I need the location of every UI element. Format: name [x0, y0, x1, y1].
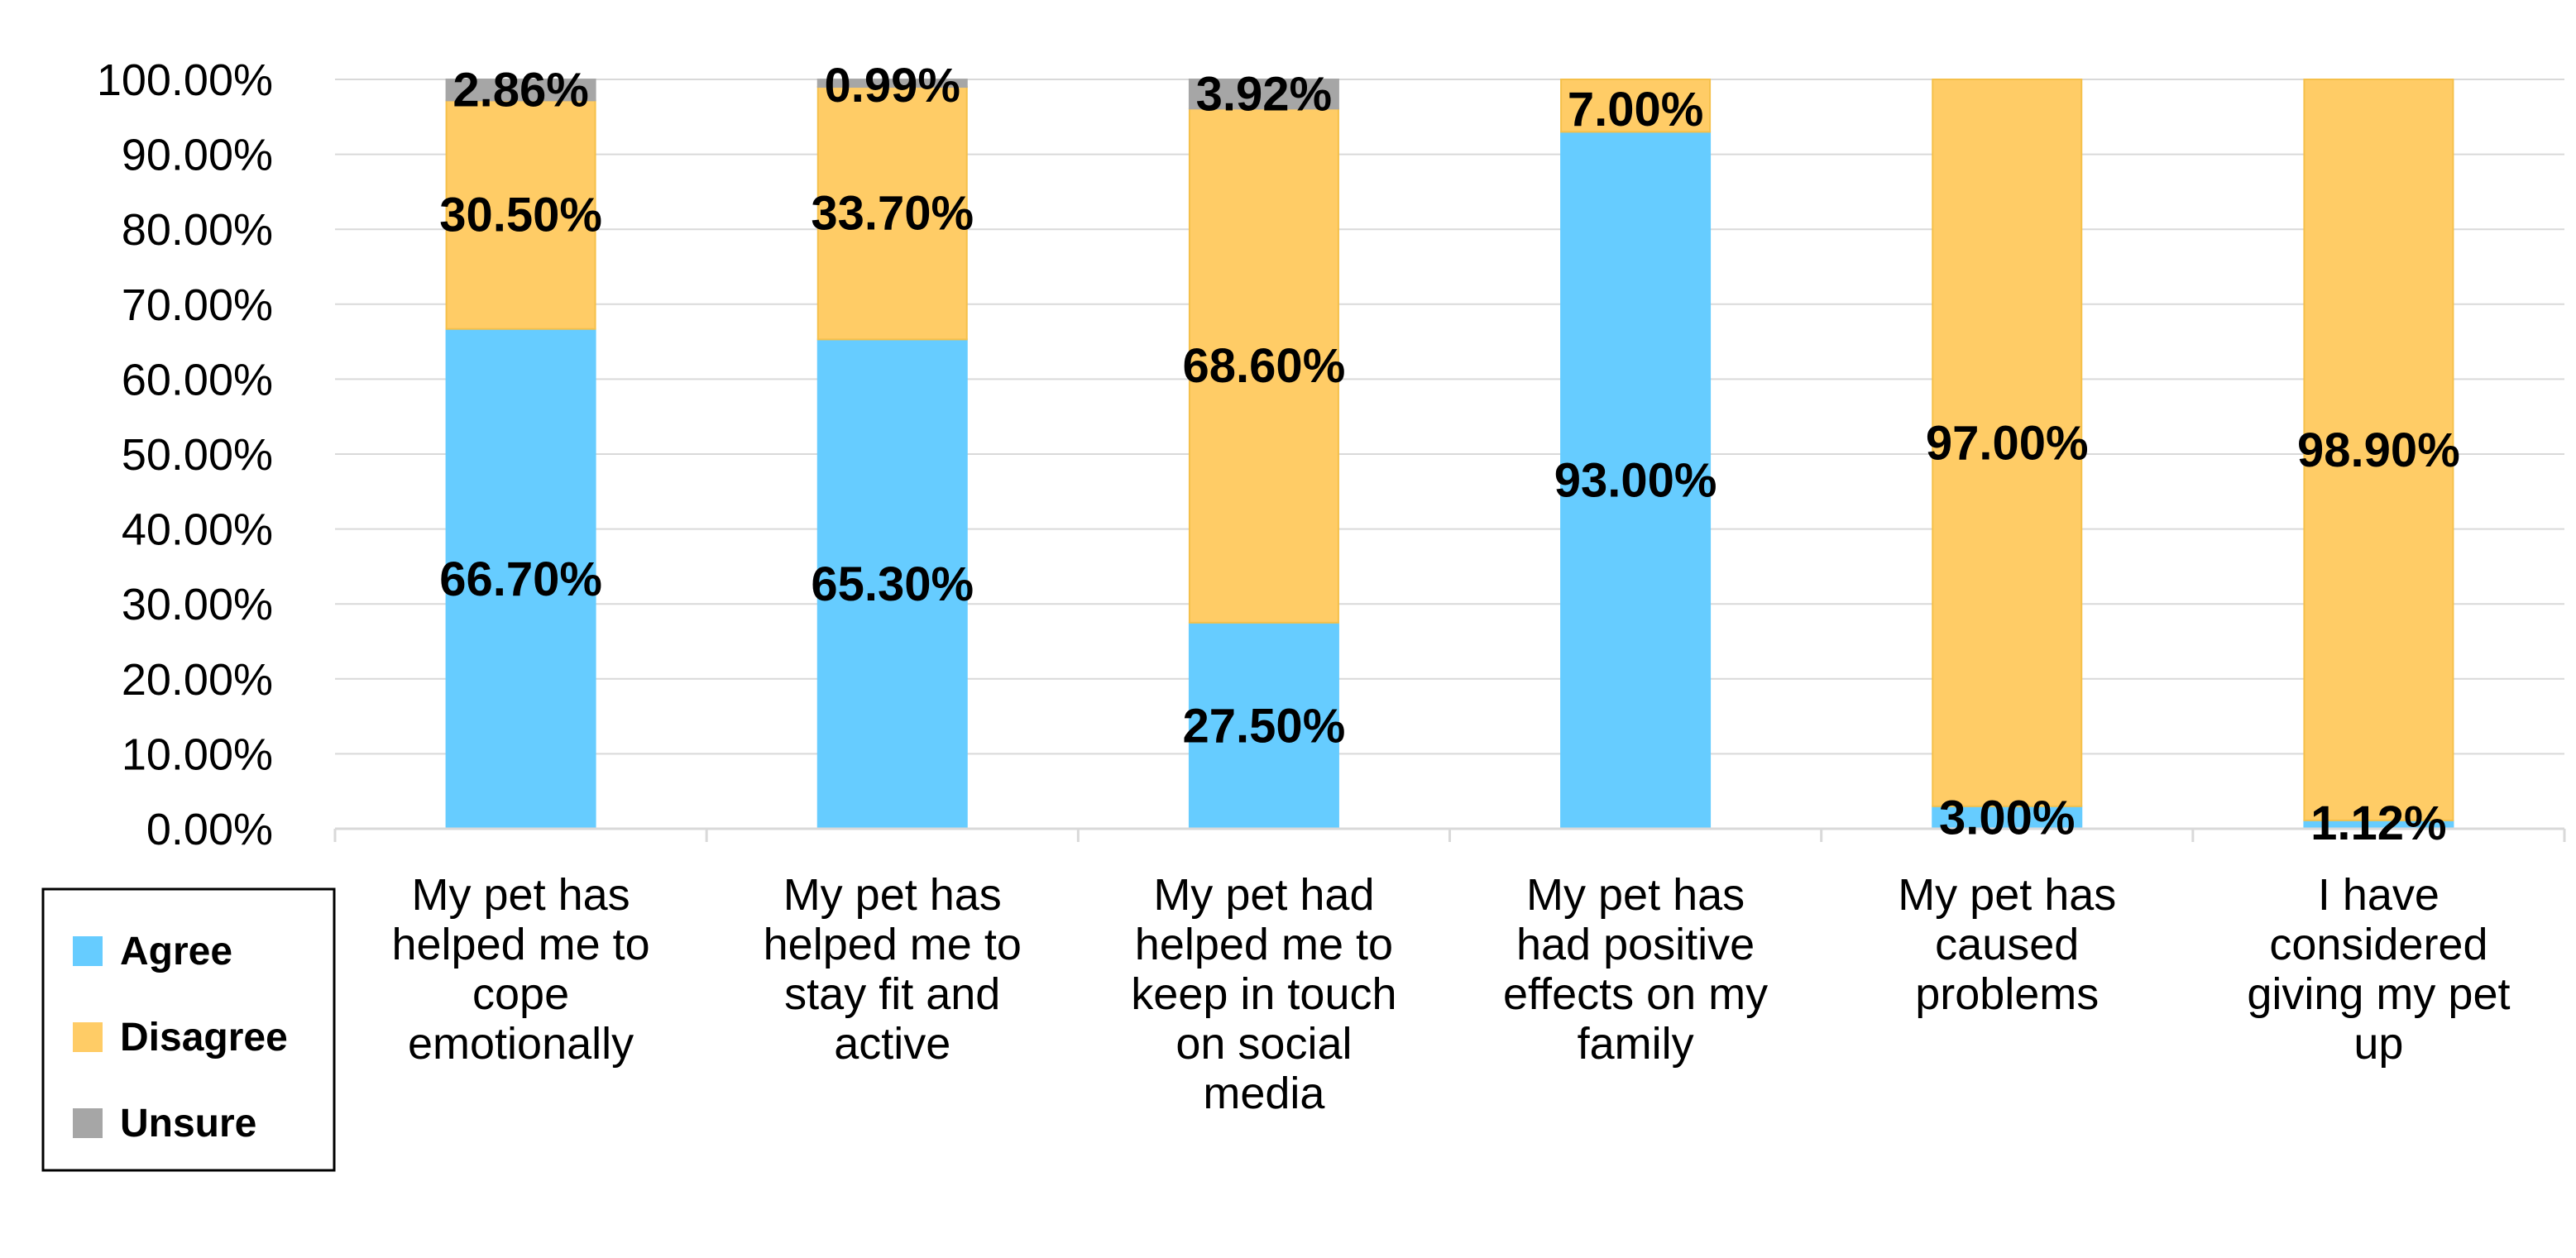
- data-label-agree: 27.50%: [1183, 699, 1346, 753]
- y-tick-label: 100.00%: [97, 55, 273, 105]
- x-category-label-line: media: [1203, 1069, 1325, 1118]
- bar-agree: [1932, 805, 2083, 830]
- y-tick-label: 70.00%: [122, 280, 273, 330]
- legend-label-unsure: Unsure: [120, 1102, 256, 1146]
- bar-disagree: [1188, 108, 1339, 624]
- legend-label-disagree: Disagree: [120, 1016, 288, 1059]
- y-tick-label: 20.00%: [122, 655, 273, 705]
- x-category-label-line: on social: [1175, 1019, 1352, 1069]
- bar-disagree: [1932, 79, 2083, 807]
- data-label-agree: 1.12%: [2310, 796, 2446, 850]
- gridlines: [335, 79, 2564, 755]
- data-label-disagree: 30.50%: [439, 189, 602, 242]
- x-category-label-line: My pet has: [1898, 870, 2116, 920]
- y-tick-label: 10.00%: [122, 729, 273, 779]
- bar-disagree: [2303, 79, 2454, 821]
- x-category-label-line: helped me to: [1135, 920, 1393, 969]
- x-category-label-line: My pet has: [412, 870, 630, 920]
- x-category-label-line: cope: [472, 969, 569, 1019]
- x-category-label-line: had positive: [1516, 920, 1755, 969]
- x-category-label-line: giving my pet: [2247, 969, 2510, 1019]
- category-labels: My pet has helped me to cope emotionallyMy …: [391, 870, 2510, 1118]
- data-label-disagree: 33.70%: [811, 187, 974, 241]
- data-labels: 66.70% 30.50% 2.86% 65.30% 33.70% 0.99% 27.50%…: [439, 59, 2460, 850]
- x-category-label-line: problems: [1915, 969, 2099, 1019]
- x-category-label: My pet has caused problems: [1898, 870, 2116, 1019]
- x-category-label-line: considered: [2269, 920, 2487, 969]
- x-category-label: My pet had helped me to keep in touch on so…: [1131, 870, 1396, 1118]
- y-tick-label: 30.00%: [122, 580, 273, 629]
- y-axis: 0.00% 10.00% 20.00% 30.00% 40.00% 50.00% 60.00…: [97, 55, 273, 854]
- x-category-label-line: My pet had: [1153, 870, 1374, 920]
- data-label-unsure: 0.99%: [825, 59, 960, 112]
- y-tick-label: 50.00%: [122, 430, 273, 480]
- bar-unsure: [445, 79, 596, 102]
- y-tick-label: 60.00%: [122, 355, 273, 404]
- x-category-label-line: effects on my: [1503, 969, 1768, 1019]
- x-category-label-line: up: [2353, 1019, 2403, 1069]
- data-label-unsure: 3.92%: [1196, 68, 1332, 122]
- x-category-label-line: stay fit and: [784, 969, 1000, 1019]
- x-category-label: My pet has had positive effects on my famil…: [1503, 870, 1768, 1069]
- data-label-disagree: 98.90%: [2297, 423, 2460, 477]
- x-category-label-line: helped me to: [391, 920, 649, 969]
- x-category-label-line: emotionally: [408, 1019, 634, 1069]
- x-category-label-line: family: [1578, 1019, 1694, 1069]
- x-category-label-line: My pet has: [783, 870, 1002, 920]
- legend: Agree Disagree Unsure: [41, 887, 336, 1172]
- x-category-label-line: caused: [1935, 920, 2079, 969]
- bars: [445, 79, 2454, 830]
- x-category-label-line: keep in touch: [1131, 969, 1396, 1019]
- y-tick-label: 40.00%: [122, 505, 273, 555]
- x-axis: [333, 827, 2566, 842]
- bar-disagree: [816, 86, 968, 341]
- data-label-agree: 66.70%: [439, 552, 602, 606]
- bar-agree: [816, 338, 968, 830]
- data-label-disagree: 7.00%: [1568, 83, 1703, 136]
- x-category-label: I have considered giving my pet up: [2247, 870, 2510, 1069]
- y-tick-label: 90.00%: [122, 131, 273, 180]
- y-tick-label: 80.00%: [122, 205, 273, 255]
- data-label-agree: 65.30%: [811, 557, 974, 611]
- legend-swatch-disagree: [73, 1022, 103, 1052]
- bar-disagree: [1560, 79, 1712, 133]
- data-label-agree: 3.00%: [1939, 791, 2075, 844]
- legend-swatch-agree: [73, 936, 103, 966]
- x-category-label: My pet has helped me to cope emotionally: [391, 870, 649, 1069]
- y-tick-label: 0.00%: [146, 805, 273, 854]
- data-label-disagree: 68.60%: [1183, 339, 1346, 393]
- legend-label-agree: Agree: [120, 930, 232, 973]
- data-label-agree: 93.00%: [1554, 454, 1717, 508]
- bar-unsure: [1188, 79, 1339, 110]
- bar-agree: [1188, 621, 1339, 830]
- x-category-label-line: active: [834, 1019, 950, 1069]
- bar-disagree: [445, 99, 596, 330]
- x-category-label-line: My pet has: [1526, 870, 1745, 920]
- x-category-label: My pet has helped me to stay fit and active: [764, 870, 1022, 1069]
- data-label-disagree: 97.00%: [1926, 416, 2089, 470]
- x-category-label-line: helped me to: [764, 920, 1022, 969]
- legend-swatch-unsure: [73, 1108, 103, 1138]
- data-label-unsure: 2.86%: [452, 63, 588, 117]
- bar-unsure: [816, 79, 968, 88]
- x-category-label-line: I have: [2318, 870, 2440, 920]
